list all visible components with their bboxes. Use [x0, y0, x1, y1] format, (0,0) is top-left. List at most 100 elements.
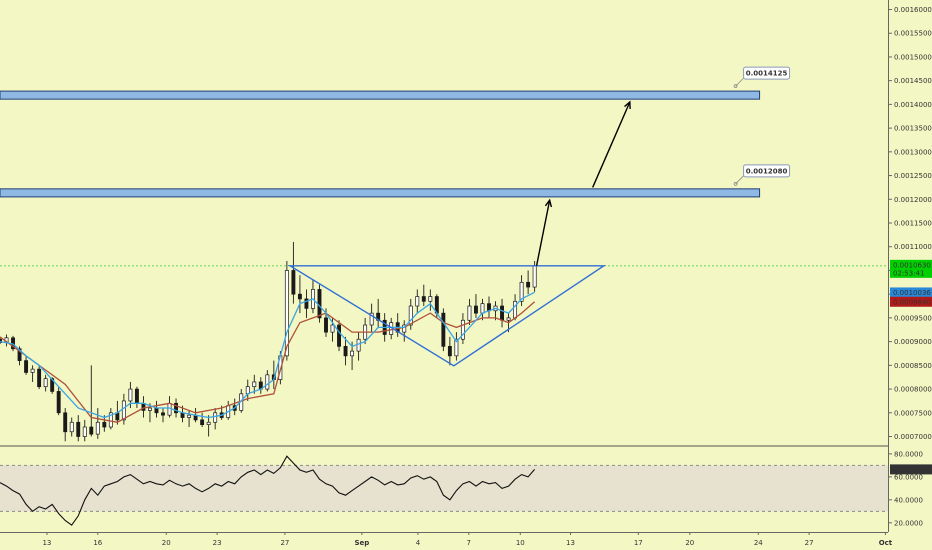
resistance-zone: [0, 188, 761, 198]
candle-body: [297, 293, 302, 300]
candle-body: [108, 412, 113, 428]
price-tick-label: 0.0016000: [894, 6, 932, 14]
projection-arrow-head: [544, 198, 553, 208]
time-tick-label: 24: [754, 539, 763, 547]
candle-body: [467, 305, 472, 321]
candle-body: [17, 348, 22, 361]
candle-body: [324, 317, 328, 333]
candle-body: [454, 338, 459, 357]
rsi-band: [0, 465, 888, 512]
price-label-text: 0.0010036: [893, 289, 931, 297]
candle-body: [24, 360, 29, 373]
candle-body: [447, 346, 452, 357]
price-tick-label: 0.0008500: [894, 362, 932, 370]
candle-body: [187, 414, 192, 418]
candle-body: [174, 402, 178, 414]
price-tick-label: 0.0014000: [894, 101, 932, 109]
candle-body: [350, 350, 355, 357]
zone-label-anchor: [733, 84, 738, 88]
candle-body: [337, 324, 341, 347]
candle-body: [43, 378, 48, 388]
price-tick-label: 0.0007000: [894, 433, 932, 441]
candle-body: [513, 300, 518, 319]
candle-body: [526, 281, 531, 288]
time-tick-label: 13: [42, 539, 51, 547]
rsi-last-value-text: 66.5082: [893, 466, 922, 474]
candle-body: [291, 270, 296, 295]
candle-body: [460, 319, 465, 340]
candle-body: [76, 421, 81, 437]
candle-body: [69, 421, 74, 433]
projection-arrow-head: [624, 100, 631, 110]
price-tick-label: 0.0009500: [894, 314, 932, 322]
time-tick-label: Oct: [879, 539, 893, 547]
rsi-tick-label: 20.0000: [894, 519, 923, 527]
time-tick-label: 17: [634, 539, 643, 547]
rsi-line: [0, 455, 536, 526]
price-label-box: [890, 296, 932, 307]
rsi-tick-label: 60.0000: [894, 473, 923, 481]
candle-body: [30, 368, 35, 373]
time-tick-label: 16: [93, 539, 102, 547]
time-tick-label: 7: [467, 539, 471, 547]
price-tick-label: 0.0013500: [894, 125, 932, 133]
candle-body: [134, 388, 139, 404]
candle-body: [402, 324, 407, 333]
candle-body: [428, 296, 433, 302]
time-tick-label: 20: [685, 539, 694, 547]
projection-arrow-shaft: [592, 101, 631, 188]
price-tick-label: 0.0008000: [894, 386, 932, 394]
price-tick-label: 0.0009000: [894, 338, 932, 346]
candle-body: [415, 296, 420, 307]
time-tick-label: 23: [213, 539, 222, 547]
time-tick-label: 10: [516, 539, 525, 547]
zone-label-box: [743, 164, 791, 178]
price-tick-label: 0.0007500: [894, 409, 932, 417]
price-tick-label: 0.0012500: [894, 172, 932, 180]
candle-body: [474, 305, 478, 314]
candle-body: [441, 312, 446, 347]
price-label-countdown: 02:53:41: [893, 269, 924, 277]
projection-arrow-shaft: [535, 200, 551, 266]
candle-body: [56, 391, 61, 414]
candle-body: [37, 368, 42, 388]
candle-body: [330, 324, 335, 333]
time-tick-label: 4: [416, 539, 421, 547]
candle-body: [317, 289, 322, 319]
price-label-text: 0.0009840: [893, 298, 931, 306]
price-tick-label: 0.0012000: [894, 196, 932, 204]
candle-body: [167, 402, 172, 416]
price-label-box: [890, 259, 932, 278]
candle-body: [121, 400, 126, 421]
price-label-text: 0.0010630: [893, 261, 931, 269]
candle-body: [200, 419, 205, 425]
candle-body: [0, 338, 2, 343]
candle-body: [154, 407, 159, 414]
ascending-triangle: [287, 265, 607, 367]
time-tick-label: 20: [162, 539, 171, 547]
candle-body: [304, 298, 309, 309]
candle-body: [343, 346, 348, 357]
candle-body: [356, 338, 361, 352]
candle-body: [252, 381, 257, 388]
rsi-last-value-box: [890, 464, 932, 475]
candle-body: [500, 305, 504, 321]
slow-ma-line: [0, 301, 536, 423]
time-tick-label: 27: [805, 539, 814, 547]
rsi-tick-label: 40.0000: [894, 496, 923, 504]
candle-body: [480, 303, 485, 314]
candle-body: [95, 421, 100, 435]
zone-label-text: 0.0012080: [746, 167, 788, 175]
candle-body: [148, 407, 152, 411]
candle-body: [408, 305, 413, 326]
candle-body: [421, 296, 426, 302]
candle-body: [161, 412, 165, 416]
candle-body: [532, 265, 537, 288]
candle-body: [519, 281, 524, 302]
candle-body: [506, 317, 511, 321]
time-tick-label: 13: [566, 539, 575, 547]
price-tick-label: 0.0013000: [894, 148, 932, 156]
zone-label-box: [743, 66, 791, 80]
price-tick-label: 0.0015500: [894, 30, 932, 38]
